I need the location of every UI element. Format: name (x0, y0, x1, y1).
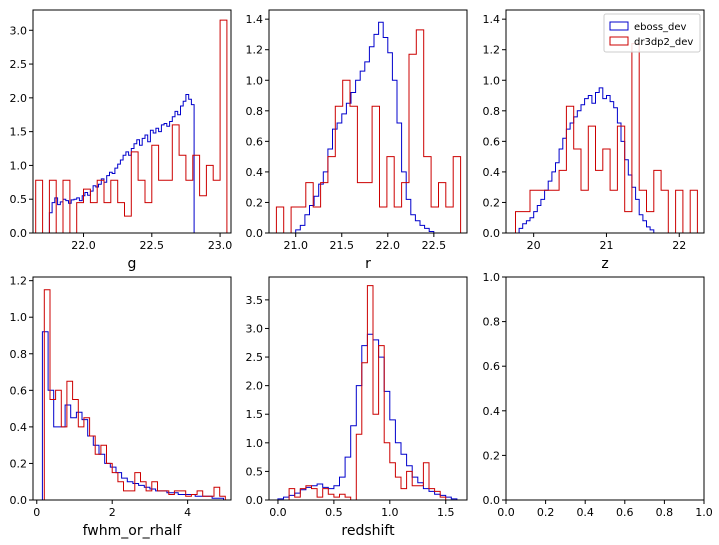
panel-z: 20 21 22 0.0 0.2 0.4 0.6 0.8 1.0 1.2 1.4 z (483, 9, 705, 272)
y-tick-label: 1.2 (10, 275, 28, 288)
axes-frame (32, 276, 232, 501)
y-tick-label: 0.0 (483, 494, 501, 507)
y-tick-label: 1.0 (10, 159, 28, 172)
x-tick-label: 22.0 (71, 239, 96, 252)
y-tick-label: 2.5 (246, 351, 264, 364)
y-tick-label: 1.0 (483, 271, 501, 284)
x-tick-label: 0.8 (656, 506, 674, 519)
hist-series-dr3dp2_dev (288, 285, 447, 501)
legend-label-eboss_dev: eboss_dev (634, 22, 687, 33)
axes-frame (268, 276, 468, 501)
axes-frame (505, 9, 705, 234)
y-tick-label: 3.5 (246, 294, 264, 307)
x-axis-label: fwhm_or_rhalf (83, 523, 183, 539)
y-tick-label: 0.5 (246, 465, 264, 478)
panel-redshift: 0.0 0.5 1.0 1.5 0.0 0.5 1.0 1.5 2.0 2.5 3.0 3.5 reds… (246, 276, 468, 539)
x-tick-label: 22.5 (422, 239, 447, 252)
x-axis-label: z (601, 256, 608, 272)
y-tick-label: 0.8 (483, 316, 501, 329)
y-tick-label: 0.8 (483, 105, 501, 118)
x-tick-label: 2 (109, 506, 116, 519)
x-tick-label: 0.0 (497, 506, 515, 519)
y-tick-label: 1.2 (246, 44, 264, 57)
legend-label-dr3dp2_dev: dr3dp2_dev (634, 37, 693, 48)
y-tick-label: 0.2 (246, 196, 264, 209)
y-tick-label: 0.8 (10, 348, 28, 361)
legend-swatch-eboss_dev (609, 21, 629, 31)
x-tick-label: 21.0 (283, 239, 308, 252)
y-tick-label: 3.0 (246, 322, 264, 335)
y-tick-label: 0.0 (10, 227, 28, 240)
y-tick-label: 0.6 (483, 360, 501, 373)
x-axis-label: g (128, 256, 137, 272)
y-tick-label: 1.5 (10, 126, 28, 139)
y-tick-label: 0.4 (483, 166, 501, 179)
x-tick-label: 0.0 (269, 506, 287, 519)
hist-series-eboss_dev (48, 94, 197, 234)
y-tick-label: 0.2 (483, 196, 501, 209)
hist-series-eboss_dev (518, 87, 655, 233)
x-tick-label: 1.0 (381, 506, 399, 519)
x-tick-label: 21 (599, 239, 613, 252)
hist-series-eboss_dev (41, 331, 224, 500)
y-tick-label: 1.0 (10, 311, 28, 324)
hist-series-dr3dp2_dev (515, 43, 698, 234)
x-tick-label: 1.5 (437, 506, 455, 519)
y-tick-label: 2.0 (246, 380, 264, 393)
hist-series-dr3dp2_dev (35, 19, 228, 234)
hist-series-eboss_dev (295, 21, 435, 233)
y-tick-label: 1.5 (246, 408, 264, 421)
x-tick-label: 1.0 (695, 506, 713, 519)
x-tick-label: 22 (672, 239, 686, 252)
y-tick-label: 0.6 (483, 135, 501, 148)
x-tick-label: 0.6 (616, 506, 634, 519)
hist-series-dr3dp2_dev (43, 289, 226, 500)
y-tick-label: 3.0 (10, 24, 28, 37)
legend: eboss_dev dr3dp2_dev (603, 13, 701, 53)
axes-frame (32, 9, 232, 234)
x-tick-label: 22.5 (140, 239, 165, 252)
y-tick-label: 0.6 (246, 135, 264, 148)
x-axis-label: r (365, 256, 371, 272)
y-tick-label: 1.0 (483, 74, 501, 87)
x-tick-label: 0 (33, 506, 40, 519)
axes-frame (268, 9, 468, 234)
y-tick-label: 1.4 (246, 13, 264, 26)
x-tick-label: 0.5 (325, 506, 343, 519)
y-tick-label: 1.0 (246, 74, 264, 87)
y-tick-label: 0.5 (10, 193, 28, 206)
y-tick-label: 2.0 (10, 92, 28, 105)
x-tick-label: 22.0 (376, 239, 401, 252)
y-tick-label: 0.2 (10, 457, 28, 470)
x-tick-label: 20 (527, 239, 541, 252)
y-tick-label: 1.4 (483, 13, 501, 26)
x-axis-label: redshift (341, 523, 395, 539)
x-tick-label: 21.5 (330, 239, 355, 252)
y-tick-label: 2.5 (10, 58, 28, 71)
x-tick-label: 0.4 (576, 506, 594, 519)
x-tick-label: 23.0 (208, 239, 233, 252)
x-tick-label: 0.2 (537, 506, 555, 519)
y-tick-label: 0.4 (483, 405, 501, 418)
y-tick-label: 0.0 (10, 494, 28, 507)
y-tick-label: 0.0 (246, 227, 264, 240)
panel-empty: 0.0 0.2 0.4 0.6 0.8 1.0 0.0 0.2 0.4 0.6 0.8 1.0 (483, 271, 713, 519)
y-tick-label: 0.2 (483, 449, 501, 462)
x-tick-label: 4 (184, 506, 191, 519)
legend-swatch-dr3dp2_dev (609, 36, 629, 46)
panel-g: 22.0 22.5 23.0 0.0 0.5 1.0 1.5 2.0 2.5 3.0 g (10, 9, 233, 272)
y-tick-label: 0.0 (246, 494, 264, 507)
y-tick-label: 0.4 (10, 421, 28, 434)
y-tick-label: 1.0 (246, 437, 264, 450)
y-tick-label: 0.0 (483, 227, 501, 240)
hist-series-dr3dp2_dev (275, 29, 462, 234)
y-tick-label: 0.4 (246, 166, 264, 179)
panel-fwhm_or_rhalf: 0 2 4 0.0 0.2 0.4 0.6 0.8 1.0 1.2 fwhm_or_rhalf (10, 275, 232, 539)
y-tick-label: 1.2 (483, 44, 501, 57)
axes-frame (505, 276, 705, 501)
panel-r: 21.0 21.5 22.0 22.5 0.0 0.2 0.4 0.6 0.8 1.0 1.2 1.4… (246, 9, 468, 272)
y-tick-label: 0.6 (10, 384, 28, 397)
y-tick-label: 0.8 (246, 105, 264, 118)
